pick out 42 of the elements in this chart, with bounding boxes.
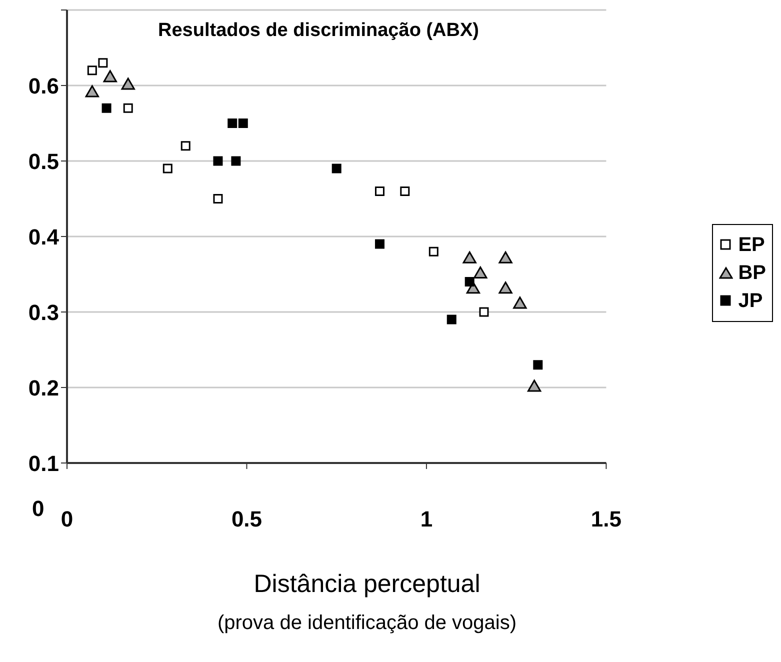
point [98, 58, 108, 68]
point [180, 141, 190, 151]
x-tick-label: 1 [420, 506, 433, 532]
point [533, 360, 543, 370]
point [498, 282, 512, 294]
point [123, 103, 133, 113]
x-tick-label: 0.5 [231, 506, 262, 532]
legend-label: JP [738, 290, 763, 312]
point [479, 307, 489, 317]
point [332, 164, 342, 174]
x-tick-label: 0 [60, 506, 74, 532]
text: Resultados de discriminação (ABX) [158, 20, 479, 42]
y-tick-label: 0.1 [28, 450, 59, 476]
y-tick-label: 0.5 [28, 148, 59, 174]
y-tick-label: 0.4 [28, 224, 60, 250]
legend-label: EP [738, 234, 765, 256]
x-tick-label: 1.5 [590, 506, 622, 532]
point [527, 380, 542, 392]
point [238, 118, 248, 128]
y-tick-label: 0.6 [28, 73, 59, 98]
point [213, 156, 223, 166]
point [498, 251, 512, 264]
x-axis-title: Distância perceptual [252, 570, 482, 599]
point [213, 194, 223, 204]
point [162, 164, 172, 174]
point [462, 251, 476, 264]
y-tick-label: 0.2 [28, 375, 59, 400]
point [374, 186, 384, 196]
point [102, 103, 112, 113]
point [428, 246, 438, 256]
point [474, 266, 488, 279]
legend-label: BP [738, 262, 766, 284]
point [87, 66, 97, 76]
point [374, 239, 384, 249]
point [513, 296, 527, 309]
point [464, 277, 474, 287]
point [446, 314, 456, 324]
point [400, 186, 410, 196]
point [228, 118, 238, 128]
text: (prova de identificação de vogais) [216, 612, 518, 635]
point [231, 156, 241, 166]
y-tick-label: 0.3 [28, 300, 59, 325]
